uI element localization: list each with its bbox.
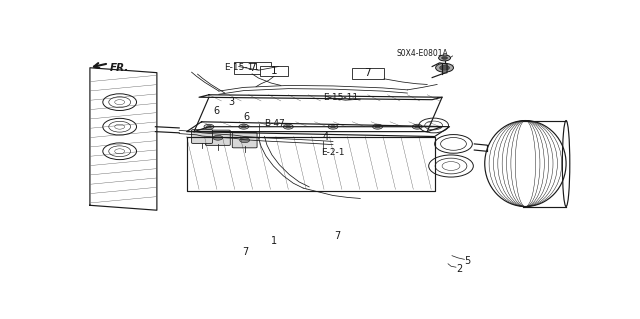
Text: 6: 6 — [213, 106, 219, 116]
Text: 1: 1 — [271, 236, 277, 246]
Text: 1: 1 — [271, 66, 277, 76]
Text: FR.: FR. — [110, 63, 129, 73]
Circle shape — [330, 125, 335, 128]
Circle shape — [207, 125, 211, 128]
FancyBboxPatch shape — [205, 130, 230, 145]
Text: 7: 7 — [249, 63, 255, 73]
Text: S0X4-E0801A: S0X4-E0801A — [396, 49, 448, 58]
Circle shape — [240, 138, 250, 143]
Text: 5: 5 — [465, 256, 470, 266]
Circle shape — [436, 63, 454, 72]
FancyBboxPatch shape — [232, 133, 257, 148]
Text: B-47: B-47 — [264, 119, 285, 128]
Text: 7: 7 — [242, 248, 248, 257]
Circle shape — [286, 125, 291, 128]
Text: 3: 3 — [229, 97, 235, 107]
Circle shape — [442, 56, 447, 59]
Circle shape — [375, 125, 380, 128]
Circle shape — [284, 124, 293, 129]
Circle shape — [241, 125, 246, 128]
Bar — [352, 68, 384, 79]
Circle shape — [213, 135, 223, 140]
Bar — [260, 66, 288, 76]
FancyBboxPatch shape — [191, 130, 212, 144]
Circle shape — [440, 65, 449, 70]
Text: 2: 2 — [456, 264, 462, 274]
Circle shape — [372, 124, 383, 129]
Circle shape — [415, 125, 420, 128]
Bar — [234, 62, 271, 74]
Text: 7: 7 — [335, 231, 340, 241]
Text: E-2-1: E-2-1 — [321, 148, 345, 157]
Text: 6: 6 — [244, 112, 250, 122]
Circle shape — [328, 124, 338, 129]
Circle shape — [438, 55, 451, 61]
Circle shape — [412, 124, 422, 129]
Text: E-15-11: E-15-11 — [323, 93, 358, 102]
Text: 7: 7 — [364, 68, 371, 78]
Text: E-15-11: E-15-11 — [224, 63, 259, 72]
Circle shape — [239, 124, 249, 129]
Circle shape — [204, 124, 214, 129]
Text: 4: 4 — [323, 131, 329, 142]
